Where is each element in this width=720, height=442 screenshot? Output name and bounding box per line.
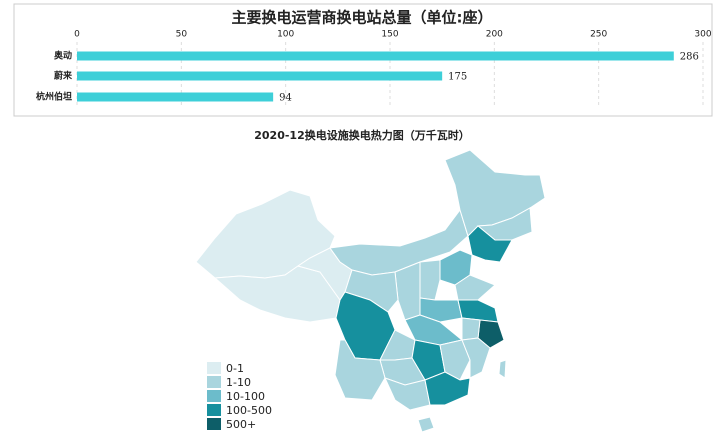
map-chart: 2020-12换电设施换电热力图（万千瓦时） 0-11-1010-100100-5… xyxy=(207,128,470,431)
bar xyxy=(77,51,674,61)
legend-swatch xyxy=(207,362,221,374)
bar-chart: 主要换电运营商换电站总量（单位:座） 0 50 100 150 200 250 300 奥动 28… xyxy=(36,9,712,108)
shandong xyxy=(454,274,496,301)
x-tick-label: 50 xyxy=(176,30,188,40)
y-tick-label: 奥动 xyxy=(53,50,72,62)
china-map xyxy=(195,149,546,433)
x-tick-label: 250 xyxy=(590,30,607,40)
legend-swatch xyxy=(207,390,221,402)
taiwan xyxy=(498,359,507,379)
legend-swatch xyxy=(207,376,221,388)
map-title: 2020-12换电设施换电热力图（万千瓦时） xyxy=(254,128,470,142)
shanxi xyxy=(419,259,441,301)
value-label: 175 xyxy=(448,72,467,83)
guangdong xyxy=(424,371,471,406)
x-tick-label: 0 xyxy=(74,30,80,40)
legend-label: 0-1 xyxy=(226,362,244,375)
hainan xyxy=(417,416,435,433)
x-tick-label: 300 xyxy=(694,30,711,40)
shaanxi xyxy=(394,261,421,321)
value-label: 94 xyxy=(279,93,292,104)
legend-label: 10-100 xyxy=(226,390,265,403)
y-tick-label: 杭州伯坦 xyxy=(36,91,72,103)
liaoning xyxy=(467,225,513,263)
legend-swatch xyxy=(207,404,221,416)
jiangxi xyxy=(439,339,471,381)
bar xyxy=(77,92,274,102)
x-tick-label: 100 xyxy=(277,30,294,40)
legend-label: 1-10 xyxy=(226,376,251,389)
bar xyxy=(77,71,443,81)
fujian xyxy=(461,337,491,379)
y-tick-label: 蔚来 xyxy=(54,70,73,82)
legend-label: 500+ xyxy=(226,418,256,431)
legend-swatch xyxy=(207,418,221,430)
anhui xyxy=(461,317,481,341)
value-label: 286 xyxy=(680,52,699,63)
legend-label: 100-500 xyxy=(226,404,272,417)
x-tick-label: 200 xyxy=(486,30,503,40)
x-tick-label: 150 xyxy=(381,30,398,40)
chart-title: 主要换电运营商换电站总量（单位:座） xyxy=(231,9,492,27)
